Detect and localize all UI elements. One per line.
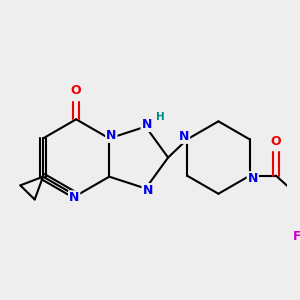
Text: N: N bbox=[179, 130, 189, 143]
Text: O: O bbox=[271, 135, 281, 148]
Text: H: H bbox=[156, 112, 165, 122]
Text: N: N bbox=[142, 118, 152, 131]
Text: N: N bbox=[248, 172, 258, 185]
Text: F: F bbox=[292, 230, 300, 242]
Text: N: N bbox=[69, 191, 79, 204]
Text: O: O bbox=[71, 84, 82, 97]
Text: N: N bbox=[106, 129, 116, 142]
Text: N: N bbox=[142, 184, 153, 197]
